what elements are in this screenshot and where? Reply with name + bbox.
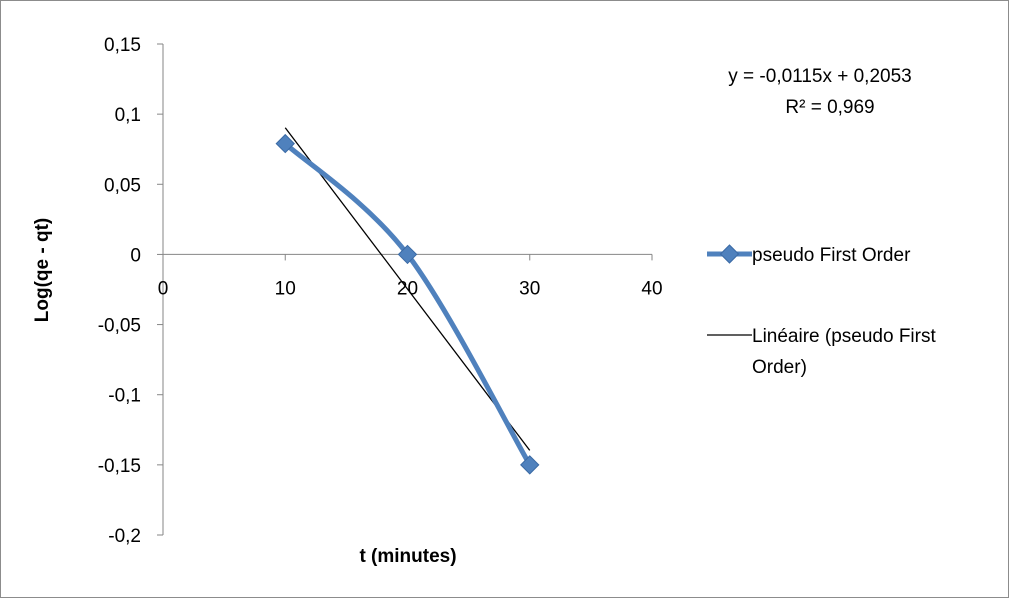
legend-entry-series: pseudo First Order	[707, 244, 911, 266]
y-tick-label: 0	[130, 245, 141, 266]
y-tick-label: 0,1	[115, 105, 141, 126]
trendline-r-squared: R² = 0,969	[785, 97, 874, 118]
data-point	[275, 133, 295, 154]
legend-trendline-label-line2: Order)	[752, 357, 807, 378]
data-point	[397, 244, 418, 265]
y-axis-label: Log(qe - qt)	[32, 218, 53, 322]
x-axis-label: t (minutes)	[359, 546, 456, 567]
y-tick-label: -0,15	[98, 456, 141, 477]
y-tick-label: -0,1	[108, 386, 141, 407]
legend-trendline-label-line1: Linéaire (pseudo First	[752, 326, 936, 347]
legend-entry-trendline: Linéaire (pseudo First Order)	[707, 326, 936, 378]
data-point	[520, 455, 540, 475]
series-markers	[275, 133, 540, 475]
x-tick-label: 0	[158, 278, 169, 299]
x-tick-label: 40	[641, 278, 662, 299]
trendline	[284, 127, 531, 451]
y-tick-label: 0,15	[104, 35, 141, 56]
trendline-equation: y = -0,0115x + 0,2053	[728, 66, 911, 87]
y-tick-label: -0,2	[108, 526, 141, 547]
legend: pseudo First Order Linéaire (pseudo Firs…	[707, 244, 936, 378]
y-tick-labels: 0,15 0,1 0,05 0 -0,05 -0,1 -0,15 -0,2	[98, 35, 141, 547]
x-tick-label: 30	[519, 278, 540, 299]
legend-series-swatch-marker	[719, 244, 740, 264]
legend-series-label: pseudo First Order	[752, 245, 911, 266]
x-tick-label: 10	[275, 278, 296, 299]
x-tick-labels: 010203040	[158, 278, 663, 299]
y-tick-label: -0,05	[98, 316, 141, 337]
y-tick-label: 0,05	[104, 175, 141, 196]
